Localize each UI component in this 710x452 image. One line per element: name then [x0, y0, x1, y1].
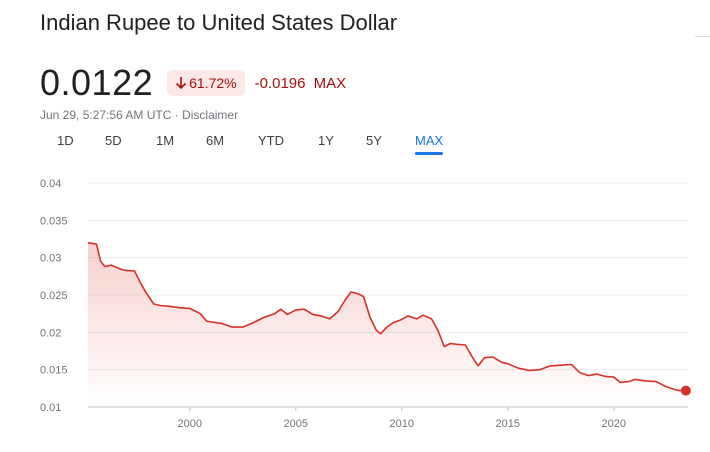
tab-1d[interactable]: 1D: [57, 133, 74, 148]
y-tick-label: 0.015: [40, 365, 68, 377]
timestamp-line: Jun 29, 5:27:56 AM UTC · Disclaimer: [40, 108, 238, 122]
y-tick-label: 0.03: [40, 253, 61, 265]
tab-5y[interactable]: 5Y: [366, 133, 382, 148]
x-tick-label: 2000: [178, 418, 202, 430]
change-percent-badge: 61.72%: [167, 70, 245, 96]
x-tick-label: 2020: [602, 418, 626, 430]
change-period: MAX: [313, 74, 347, 92]
y-tick-label: 0.01: [40, 402, 61, 414]
price-chart: 0.04 0.035 0.03 0.025 0.02 0.015 0.01 2000 2005 2…: [40, 178, 691, 430]
current-value-dot: [680, 385, 691, 396]
y-tick-label: 0.025: [40, 290, 68, 302]
y-tick-label: 0.02: [40, 327, 61, 339]
tab-1m[interactable]: 1M: [156, 133, 175, 148]
separator: ·: [174, 108, 179, 122]
tab-1y[interactable]: 1Y: [318, 133, 334, 148]
range-tabs: 1D 5D 1M 6M YTD 1Y 5Y MAX: [0, 133, 710, 155]
series-line: [87, 241, 686, 392]
current-price: 0.0122: [40, 62, 154, 103]
tab-ytd[interactable]: YTD: [258, 133, 284, 148]
x-tick-label: 2005: [284, 418, 308, 430]
tab-6m[interactable]: 6M: [206, 133, 225, 148]
disclaimer-link[interactable]: Disclaimer: [182, 108, 239, 122]
series-area: [88, 242, 686, 407]
timestamp: Jun 29, 5:27:56 AM UTC: [40, 108, 172, 122]
y-tick-label: 0.035: [40, 215, 68, 227]
arrow-down-icon: [176, 77, 187, 90]
x-tick-label: 2010: [390, 418, 414, 430]
x-tick-label: 2015: [496, 418, 520, 430]
tab-5d[interactable]: 5D: [105, 133, 122, 148]
price-row: 0.0122 61.72% -0.0196 MAX: [40, 62, 346, 104]
page-title: Indian Rupee to United States Dollar: [40, 10, 398, 35]
change-percent: 61.72%: [189, 75, 237, 91]
y-tick-label: 0.04: [40, 178, 61, 190]
tab-max[interactable]: MAX: [415, 133, 444, 155]
change-absolute: -0.0196 MAX: [255, 75, 347, 92]
change-absolute-value: -0.0196: [254, 74, 306, 92]
divider: [695, 36, 710, 37]
